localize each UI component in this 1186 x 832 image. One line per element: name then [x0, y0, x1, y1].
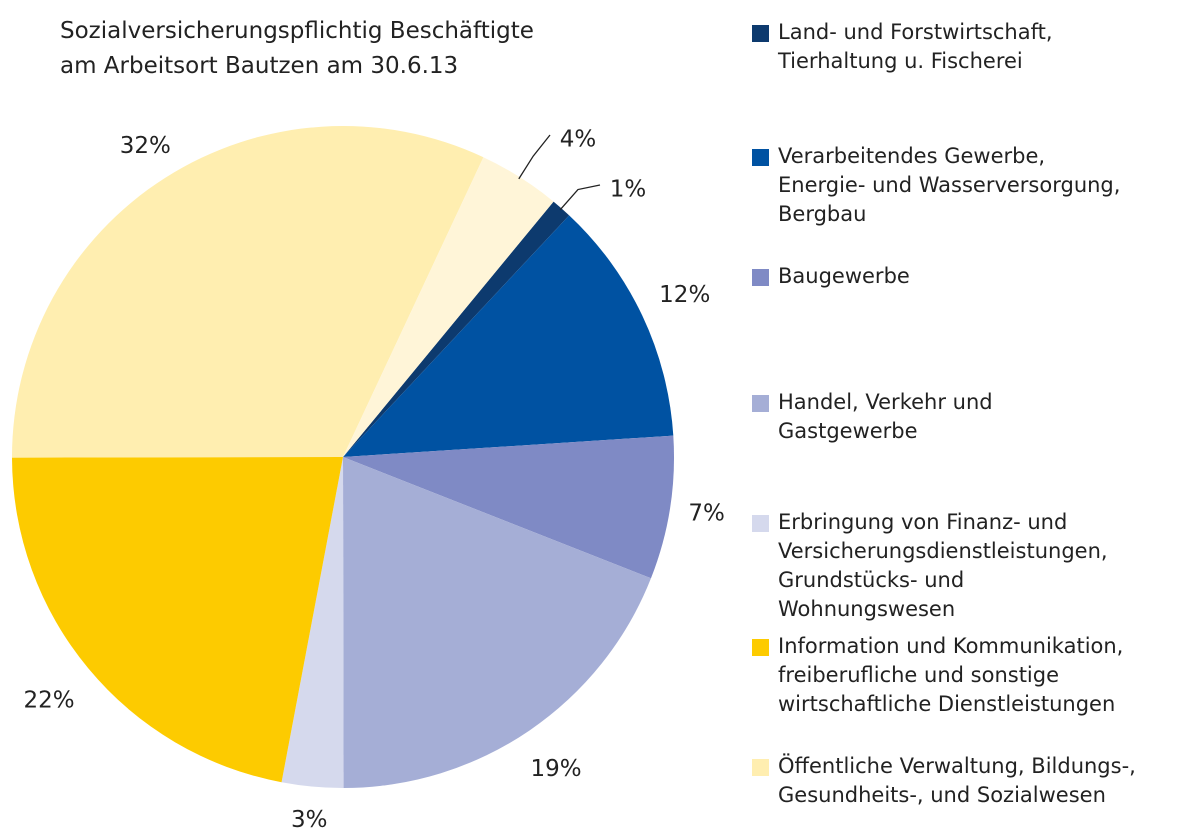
pie-slice [343, 157, 554, 458]
legend-swatch [752, 515, 769, 532]
legend-label: Land- und Forstwirtschaft, Tierhaltung u… [778, 20, 1053, 73]
legend-label: Erbringung von Finanz- und Versicherungs… [778, 510, 1108, 621]
pie-slice [343, 435, 674, 579]
pie-slice [281, 457, 344, 788]
legend-swatch [752, 395, 769, 412]
data-label: 1% [610, 177, 647, 203]
legend-label: Handel, Verkehr und Gastgewerbe [778, 390, 993, 443]
legend-swatch [752, 759, 769, 776]
data-label: 32% [120, 133, 171, 159]
pie-slice [343, 457, 651, 788]
data-label: 4% [560, 127, 597, 153]
data-label: 22% [24, 688, 75, 714]
pie-slice [12, 125, 484, 458]
legend-swatch [752, 149, 769, 166]
data-label: 19% [530, 756, 581, 782]
chart-title: Sozialversicherungspflichtig Beschäftigt… [60, 18, 534, 79]
pie-slice [343, 201, 570, 457]
data-label: 12% [659, 282, 710, 308]
pie-slice [343, 215, 674, 457]
legend-swatch [752, 639, 769, 656]
legend-swatch [752, 269, 769, 286]
legend-label: Information und Kommunikation, freiberuf… [778, 634, 1124, 716]
legend-label: Verarbeitendes Gewerbe, Energie- und Was… [778, 144, 1121, 226]
pie-slice [12, 457, 343, 783]
data-label: 3% [291, 807, 328, 832]
leader-line [518, 134, 551, 180]
legend-label: Baugewerbe [778, 264, 910, 288]
leader-line [559, 184, 601, 211]
legend-swatch [752, 25, 769, 42]
legend-label: Öffentliche Verwaltung, Bildungs-, Gesun… [778, 754, 1136, 807]
data-label: 7% [688, 500, 725, 526]
